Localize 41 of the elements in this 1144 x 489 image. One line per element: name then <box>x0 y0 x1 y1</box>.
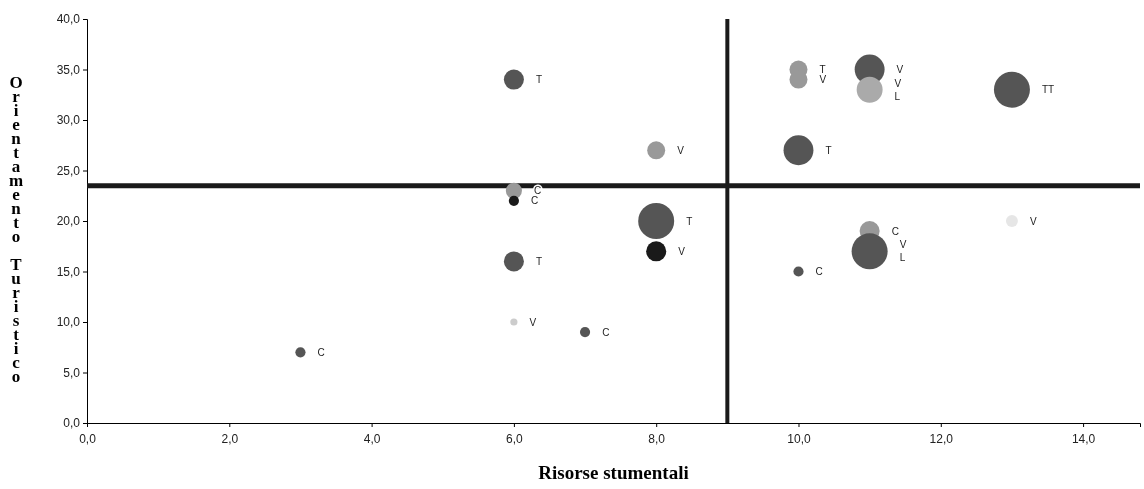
annotation: C <box>891 225 899 237</box>
x-tick-label: 0,0 <box>79 432 97 447</box>
annotation: L <box>894 90 901 102</box>
annotation: T <box>686 215 693 227</box>
annotation: V <box>677 144 685 156</box>
annotation: V <box>529 316 537 328</box>
annotation: V <box>899 239 907 251</box>
annotation: V <box>894 77 902 89</box>
x-tick-label: 10,0 <box>787 432 811 447</box>
y-tick-label: 40,0 <box>56 12 81 27</box>
x-tick-label: 12,0 <box>929 432 954 447</box>
x-tick-label: 2,0 <box>221 432 239 447</box>
annotation: C <box>602 326 610 338</box>
annotation: TT <box>1041 84 1055 96</box>
annotation: C <box>533 185 542 197</box>
x-tick-label: 14,0 <box>1071 432 1096 447</box>
x-tick-label: 8,0 <box>648 432 666 447</box>
annotation: C <box>530 195 539 207</box>
annotation: C <box>815 266 823 277</box>
y-tick-label: 15,0 <box>56 264 81 279</box>
y-tick-label: 0,0 <box>63 416 81 431</box>
annotation: V <box>819 74 827 86</box>
x-tick-label: 6,0 <box>506 432 524 447</box>
y-tick-label: 30,0 <box>56 113 81 128</box>
y-tick-label: 20,0 <box>56 214 81 229</box>
annotation: T <box>825 144 832 156</box>
y-tick-label: 25,0 <box>56 163 81 178</box>
annotation: T <box>819 64 826 75</box>
y-tick-label: 10,0 <box>56 315 81 330</box>
annotation: T <box>535 74 543 86</box>
annotation: C <box>317 346 325 358</box>
annotation: L <box>899 252 906 264</box>
annotation: V <box>1029 215 1037 227</box>
x-tick-label: 4,0 <box>363 432 381 447</box>
y-tick-label: 5,0 <box>63 365 81 380</box>
annotation: V <box>896 64 904 75</box>
x-axis-title: Risorse stumentali <box>538 462 689 483</box>
y-axis-title: Orientamento Turistico <box>6 73 26 382</box>
annotation: V <box>678 245 686 257</box>
y-tick-label: 35,0 <box>56 62 81 77</box>
annotation: T <box>535 255 543 267</box>
